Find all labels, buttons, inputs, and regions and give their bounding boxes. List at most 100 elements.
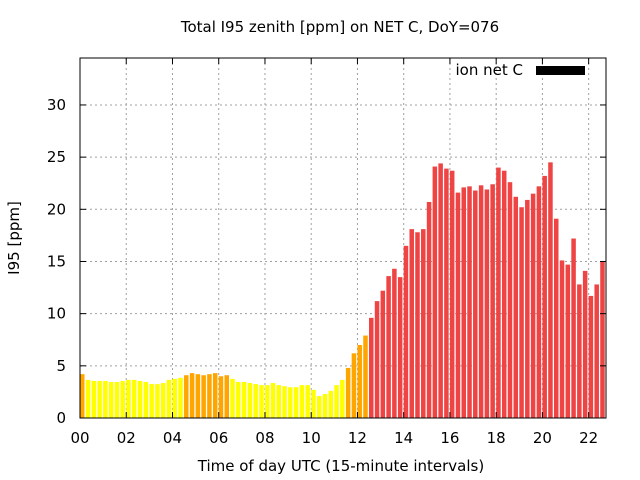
bar: [230, 378, 235, 418]
bar: [166, 379, 172, 418]
bar: [259, 385, 264, 418]
bar: [149, 384, 154, 418]
bar: [155, 384, 160, 418]
bar: [108, 382, 114, 418]
bar: [207, 374, 212, 418]
bar: [305, 385, 310, 418]
bar: [322, 394, 328, 418]
y-tick-label: 20: [47, 200, 66, 218]
y-axis-label: I95 [ppm]: [5, 201, 23, 275]
bar: [542, 175, 547, 418]
bar: [218, 376, 224, 418]
bar: [160, 383, 166, 418]
bar: [525, 199, 530, 418]
bar: [455, 192, 461, 418]
bar: [236, 382, 241, 418]
bar: [565, 264, 571, 418]
bar: [311, 389, 316, 418]
x-tick-label: 04: [163, 429, 182, 447]
bar: [126, 379, 131, 418]
bar: [132, 379, 137, 418]
bar: [432, 166, 438, 418]
bar: [559, 260, 565, 418]
bar: [594, 284, 599, 418]
x-tick-label: 20: [533, 429, 552, 447]
y-tick-label: 25: [47, 148, 66, 166]
bar: [264, 385, 270, 418]
bar: [513, 196, 519, 418]
chart-title: Total I95 zenith [ppm] on NET C, DoY=076: [180, 18, 499, 36]
plot-border: [79, 57, 607, 419]
bar: [444, 168, 449, 418]
bar: [600, 261, 605, 418]
bar: [189, 373, 195, 418]
bars: [80, 162, 605, 418]
legend: ion net C: [456, 61, 585, 79]
x-tick-labels: 00 02 04 06 08 10 12 14 16 18 20 22: [70, 429, 598, 447]
bar: [449, 170, 455, 418]
bar: [588, 295, 594, 418]
bar: [328, 390, 334, 418]
grid: [80, 58, 606, 418]
bar: [386, 276, 391, 418]
bar: [85, 379, 91, 418]
bar: [501, 170, 507, 418]
x-tick-label: 02: [117, 429, 136, 447]
x-axis-label: Time of day UTC (15-minute intervals): [197, 457, 484, 475]
bar: [340, 379, 345, 418]
bar: [143, 382, 149, 418]
bar: [120, 380, 125, 418]
y-tick-label: 15: [47, 252, 66, 270]
bar: [357, 344, 362, 418]
bar: [345, 367, 351, 418]
bar: [461, 187, 466, 418]
bar: [276, 385, 282, 418]
bar: [467, 186, 472, 418]
y-tick-label: 0: [56, 409, 66, 427]
bar: [490, 184, 495, 418]
legend-swatch: [536, 66, 585, 75]
bar: [91, 380, 97, 418]
bar: [478, 185, 484, 418]
bar: [270, 383, 276, 418]
bar: [369, 317, 374, 418]
bar: [438, 163, 443, 418]
bar: [426, 202, 432, 418]
bar: [473, 190, 478, 418]
bar: [184, 375, 189, 418]
bar: [536, 186, 542, 418]
bar: [582, 270, 588, 418]
bar: [253, 384, 258, 418]
bar: [212, 373, 218, 418]
bar: [293, 387, 299, 418]
y-tick-label: 5: [56, 357, 66, 375]
bar: [299, 385, 305, 418]
x-tick-label: 22: [579, 429, 598, 447]
bar: [195, 374, 201, 418]
bar: [415, 232, 420, 418]
bar: [288, 387, 293, 418]
bar: [519, 207, 524, 418]
bar: [334, 385, 339, 418]
bar: [363, 335, 368, 418]
bar: [484, 189, 490, 418]
bar: [97, 380, 102, 418]
bar: [571, 238, 576, 418]
y-tick-label: 30: [47, 96, 66, 114]
x-tick-label: 06: [209, 429, 228, 447]
bar: [103, 380, 108, 418]
bar: [380, 290, 386, 418]
bar: [496, 167, 501, 418]
bar: [392, 268, 397, 418]
legend-label: ion net C: [456, 61, 523, 79]
bar: [178, 377, 183, 418]
x-tick-label: 00: [70, 429, 89, 447]
y-tick-label: 10: [47, 305, 66, 323]
bar: [282, 386, 287, 418]
bar: [409, 229, 414, 418]
ticks: [79, 58, 606, 419]
bar: [403, 245, 409, 418]
x-tick-label: 10: [302, 429, 321, 447]
x-tick-label: 14: [394, 429, 413, 447]
